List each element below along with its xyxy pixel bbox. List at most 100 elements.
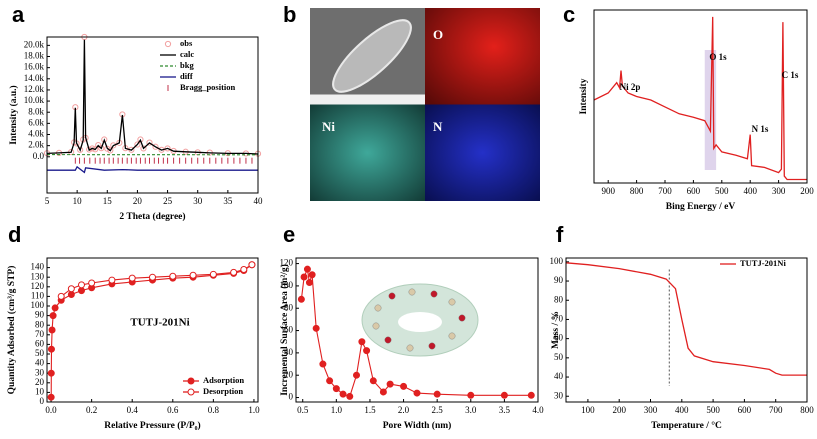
point: [152, 143, 159, 150]
n-map: [425, 104, 540, 201]
series-line: [565, 262, 807, 376]
point: [128, 274, 136, 282]
o-map: [425, 8, 540, 105]
y-axis-label: Quantity Adsorbed (cm³/g STP): [6, 266, 17, 395]
point: [146, 139, 153, 146]
point: [104, 145, 111, 152]
x-tick-label: 200: [800, 186, 814, 196]
rod: [332, 19, 412, 93]
x-tick-label: 600: [738, 405, 752, 415]
panel: 100 200 300 400 500 600 700 800 30 40 50 60 70 80 90 10…: [550, 256, 815, 431]
y-tick-label: 80: [284, 302, 294, 312]
y-tick-label: 60: [554, 333, 564, 343]
atom: [458, 314, 466, 322]
point: [89, 145, 96, 152]
x-tick-label: 35: [223, 196, 233, 206]
y-tick-label: 50: [554, 352, 564, 362]
y-tick-label: 4.0k: [28, 129, 44, 139]
ni-map: [310, 104, 425, 201]
point: [110, 142, 117, 149]
point: [47, 393, 55, 401]
y-axis-label: Intensity (a.u.): [8, 85, 19, 144]
y-tick-label: 90: [554, 275, 564, 285]
x-tick-label: 20: [133, 196, 143, 206]
point: [305, 279, 313, 287]
x-tick-label: 800: [630, 186, 644, 196]
atom: [428, 342, 436, 350]
y-axis-label: Intensity: [579, 78, 589, 114]
legend-label: Adsorption: [203, 375, 244, 385]
atom: [448, 332, 456, 340]
point: [77, 281, 85, 289]
point: [332, 385, 340, 393]
x-axis-label: Bing Energy / eV: [666, 202, 736, 212]
point: [47, 369, 55, 377]
x-tick-label: 900: [601, 186, 615, 196]
legend-label: Bragg_position: [180, 82, 236, 92]
panel: 900 800 700 600 500 400 300 200 Bing Energy / eV…: [579, 9, 814, 212]
plot-frame: [295, 257, 539, 403]
point: [467, 391, 475, 399]
point: [339, 390, 347, 398]
y-tick-label: 100: [280, 280, 294, 290]
panel-letter: c: [563, 2, 575, 27]
point: [312, 324, 320, 332]
map-label: N: [433, 119, 443, 134]
panel-letter: e: [283, 222, 295, 247]
x-tick-label: 0.8: [208, 405, 220, 415]
y-tick-label: 40: [554, 371, 564, 381]
point: [48, 326, 56, 334]
x-tick-label: 5: [45, 196, 50, 206]
atom: [406, 344, 414, 352]
x-tick-label: 2.0: [398, 405, 410, 415]
legend-label: Desorption: [203, 386, 243, 396]
x-tick-label: 0.0: [45, 405, 57, 415]
point: [164, 145, 171, 152]
point: [67, 290, 75, 298]
atom: [430, 290, 438, 298]
x-tick-label: 1.0: [248, 405, 260, 415]
point: [319, 360, 327, 368]
point: [187, 388, 195, 396]
point: [240, 266, 248, 274]
x-tick-label: 400: [675, 405, 689, 415]
y-tick-label: 20: [35, 377, 45, 387]
x-tick-label: 400: [743, 186, 757, 196]
map-label: Ni: [322, 119, 335, 134]
y-tick-label: 30: [554, 390, 564, 400]
point: [189, 271, 197, 279]
plot-frame: [593, 9, 808, 184]
x-tick-label: 1.5: [364, 405, 376, 415]
point: [326, 377, 334, 385]
x-tick-label: 3.5: [499, 405, 511, 415]
y-tick-label: 50: [35, 348, 45, 358]
x-tick-label: 3.0: [465, 405, 477, 415]
x-tick-label: 600: [687, 186, 701, 196]
panel-letter: d: [8, 222, 21, 247]
y-tick-label: 30: [35, 367, 45, 377]
y-axis-label: Incremental Surface Area (m²/g): [279, 264, 290, 396]
atom: [448, 298, 456, 306]
y-axis-label: Mass / %: [551, 311, 561, 349]
series-line: [47, 165, 258, 174]
point: [363, 347, 371, 355]
x-tick-label: 4.0: [532, 405, 544, 415]
plot-frame: [46, 36, 259, 194]
x-tick-label: 700: [658, 186, 672, 196]
sem-eds-panel: O Ni N: [310, 8, 540, 201]
plot-frame: [46, 257, 259, 403]
x-tick-label: 500: [715, 186, 729, 196]
atom: [384, 336, 392, 344]
point: [140, 145, 147, 152]
panel: 0.0 0.2 0.4 0.6 0.8 1.0 0102030405060708090100…: [6, 257, 260, 431]
point: [346, 392, 354, 400]
x-axis-label: 2 Theta (degree): [119, 211, 185, 222]
y-tick-label: 18.0k: [24, 51, 45, 61]
legend-label: diff: [180, 71, 193, 81]
y-tick-label: 10: [35, 386, 45, 396]
y-tick-label: 60: [35, 338, 45, 348]
x-tick-label: 700: [769, 405, 783, 415]
x-axis-label: Temperature / °C: [651, 420, 722, 431]
y-tick-label: 14.0k: [24, 73, 45, 83]
